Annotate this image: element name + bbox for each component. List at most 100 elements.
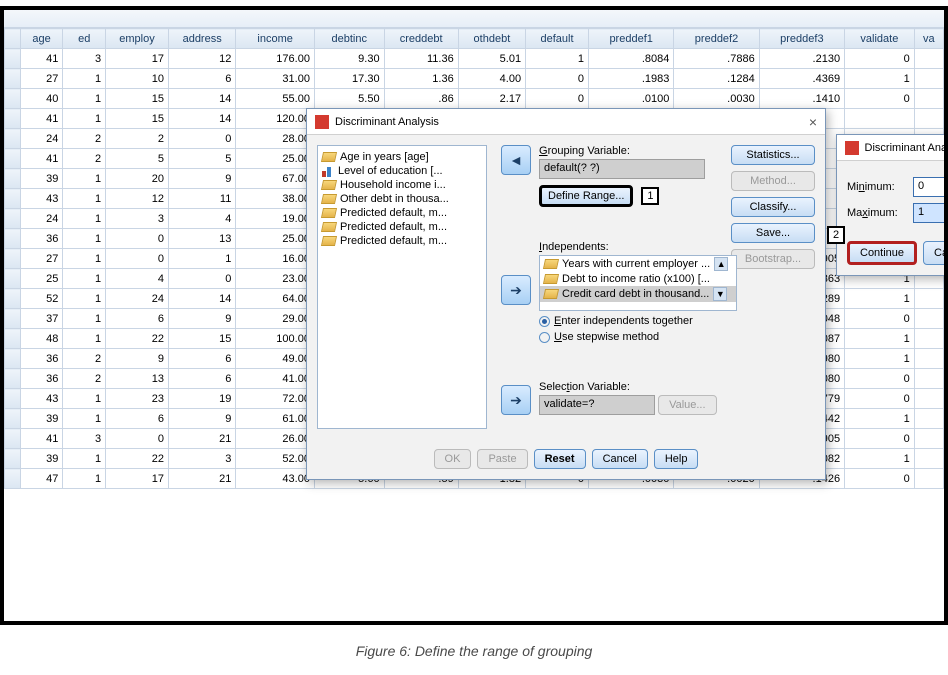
cell[interactable]: 1 xyxy=(63,389,106,409)
cell[interactable]: 13 xyxy=(168,229,235,249)
cell[interactable]: 27 xyxy=(20,69,63,89)
cell[interactable]: 17 xyxy=(106,49,169,69)
cell[interactable]: 22 xyxy=(106,449,169,469)
cell[interactable] xyxy=(914,349,943,369)
scroll-down-icon[interactable]: ▼ xyxy=(713,287,727,301)
cell[interactable]: 22 xyxy=(106,329,169,349)
cell[interactable]: 6 xyxy=(168,369,235,389)
cell[interactable]: 1 xyxy=(845,289,915,309)
cell[interactable]: 26.00 xyxy=(236,429,315,449)
independent-item[interactable]: Years with current employer ...▲ xyxy=(540,256,736,272)
cell[interactable] xyxy=(914,69,943,89)
cell[interactable]: 29.00 xyxy=(236,309,315,329)
cell[interactable]: 14 xyxy=(168,89,235,109)
column-header[interactable]: creddebt xyxy=(384,29,458,49)
cell[interactable]: 0 xyxy=(106,229,169,249)
row-header[interactable] xyxy=(5,89,21,109)
cell[interactable]: 1 xyxy=(63,329,106,349)
variable-item[interactable]: Predicted default, m... xyxy=(322,220,482,234)
cell[interactable]: 13 xyxy=(106,369,169,389)
dialog-titlebar[interactable]: Discriminant Analysis × xyxy=(307,109,825,135)
cell[interactable]: 1.36 xyxy=(384,69,458,89)
define-range-button[interactable]: Define Range... xyxy=(539,185,633,207)
continue-button[interactable]: Continue xyxy=(847,241,917,265)
cell[interactable]: 25 xyxy=(20,269,63,289)
cell[interactable]: 1 xyxy=(168,249,235,269)
cell[interactable] xyxy=(914,289,943,309)
cell[interactable]: .1410 xyxy=(759,89,844,109)
cell[interactable] xyxy=(914,109,943,129)
cell[interactable]: 1 xyxy=(63,289,106,309)
cell[interactable]: 72.00 xyxy=(236,389,315,409)
cell[interactable]: 25.00 xyxy=(236,149,315,169)
cell[interactable]: 43.00 xyxy=(236,469,315,489)
cell[interactable]: 20 xyxy=(106,169,169,189)
row-header[interactable] xyxy=(5,49,21,69)
cell[interactable]: 25.00 xyxy=(236,229,315,249)
cell[interactable]: 14 xyxy=(168,289,235,309)
cell[interactable]: .1284 xyxy=(674,69,759,89)
cell[interactable]: 17.30 xyxy=(314,69,384,89)
variable-item[interactable]: Age in years [age] xyxy=(322,150,482,164)
cell[interactable]: 0 xyxy=(845,49,915,69)
row-header[interactable] xyxy=(5,389,21,409)
row-header[interactable] xyxy=(5,269,21,289)
cell[interactable] xyxy=(914,389,943,409)
column-header[interactable]: validate xyxy=(845,29,915,49)
row-header[interactable] xyxy=(5,209,21,229)
cell[interactable] xyxy=(914,449,943,469)
cell[interactable]: 4.00 xyxy=(458,69,525,89)
cell[interactable]: 1 xyxy=(63,469,106,489)
classify-button[interactable]: Classify... xyxy=(731,197,815,217)
cell[interactable]: 3 xyxy=(63,49,106,69)
cell[interactable]: 11 xyxy=(168,189,235,209)
cell[interactable]: 9 xyxy=(168,169,235,189)
cell[interactable]: 0 xyxy=(106,429,169,449)
cell[interactable]: 36 xyxy=(20,369,63,389)
cell[interactable]: 55.00 xyxy=(236,89,315,109)
cell[interactable]: 1 xyxy=(63,209,106,229)
cell[interactable] xyxy=(914,89,943,109)
column-header[interactable]: age xyxy=(20,29,63,49)
cell[interactable]: 1 xyxy=(63,409,106,429)
cell[interactable]: 12 xyxy=(168,49,235,69)
cell[interactable]: .0100 xyxy=(588,89,673,109)
cell[interactable]: 6 xyxy=(106,309,169,329)
cell[interactable]: 0 xyxy=(526,69,589,89)
cell[interactable]: 1 xyxy=(63,229,106,249)
independent-item[interactable]: Credit card debt in thousand...▼ xyxy=(540,286,736,302)
column-header[interactable]: income xyxy=(236,29,315,49)
cell[interactable]: 5.01 xyxy=(458,49,525,69)
cell[interactable] xyxy=(914,49,943,69)
cell[interactable]: 39 xyxy=(20,169,63,189)
cell[interactable]: 0 xyxy=(526,89,589,109)
cell[interactable]: 15 xyxy=(106,109,169,129)
help-button[interactable]: Help xyxy=(654,449,699,469)
cell[interactable]: 48 xyxy=(20,329,63,349)
cell[interactable]: 14 xyxy=(168,109,235,129)
cell[interactable]: 1 xyxy=(845,409,915,429)
cell[interactable]: 61.00 xyxy=(236,409,315,429)
row-header[interactable] xyxy=(5,329,21,349)
cell[interactable]: 49.00 xyxy=(236,349,315,369)
cell[interactable]: 2.17 xyxy=(458,89,525,109)
cell[interactable]: 36 xyxy=(20,349,63,369)
cell[interactable]: 5 xyxy=(106,149,169,169)
cell[interactable]: 41 xyxy=(20,149,63,169)
cell[interactable]: 40 xyxy=(20,89,63,109)
row-header[interactable] xyxy=(5,309,21,329)
cell[interactable]: 67.00 xyxy=(236,169,315,189)
cell[interactable]: 10 xyxy=(106,69,169,89)
column-header[interactable]: preddef1 xyxy=(588,29,673,49)
cell[interactable]: 64.00 xyxy=(236,289,315,309)
cancel-button[interactable]: Cancel xyxy=(592,449,648,469)
cell[interactable]: 27 xyxy=(20,249,63,269)
column-header[interactable]: default xyxy=(526,29,589,49)
cell[interactable]: .1983 xyxy=(588,69,673,89)
cell[interactable]: 1 xyxy=(63,309,106,329)
cell[interactable] xyxy=(914,369,943,389)
cell[interactable]: 47 xyxy=(20,469,63,489)
variable-item[interactable]: Other debt in thousa... xyxy=(322,192,482,206)
scroll-up-icon[interactable]: ▲ xyxy=(714,257,728,271)
cell[interactable] xyxy=(845,109,915,129)
